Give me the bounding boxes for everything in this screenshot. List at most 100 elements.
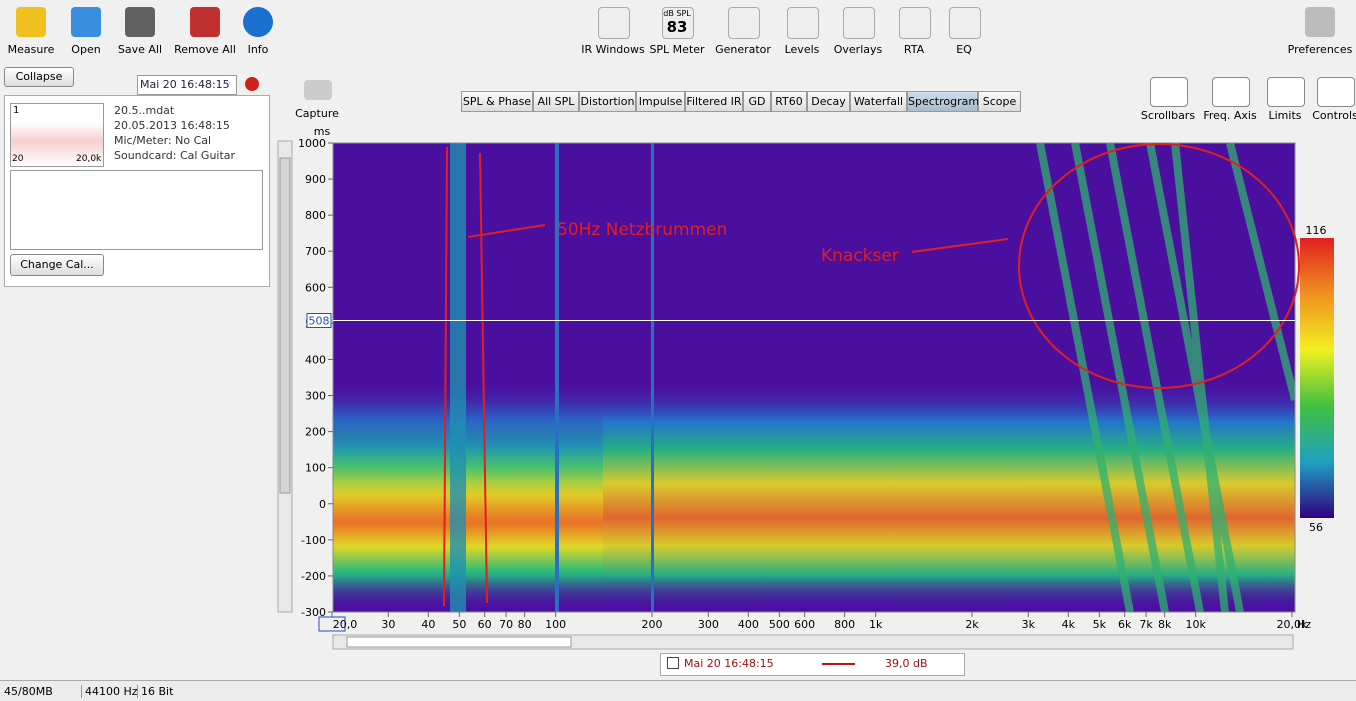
- annotation: Knackser: [821, 246, 899, 266]
- tool-icon[interactable]: [1150, 77, 1188, 107]
- tool-icon[interactable]: [1267, 77, 1305, 107]
- tab[interactable]: Impulse: [636, 91, 685, 112]
- y-tick-label: 700: [305, 245, 326, 258]
- cursor-box: [306, 312, 332, 328]
- x-tick-label: 70: [499, 618, 513, 631]
- change-cal-button[interactable]: Change Cal...: [10, 254, 104, 276]
- legend-value: 39,0 dB: [885, 657, 928, 670]
- capture-icon[interactable]: [304, 80, 332, 100]
- toolbar-button[interactable]: RTA: [903, 43, 925, 56]
- tool-icon[interactable]: [1317, 77, 1355, 107]
- spectrogram: [333, 143, 1295, 612]
- status-field: 44100 Hz: [81, 685, 138, 698]
- tab[interactable]: Scope: [978, 91, 1021, 112]
- toolbar-icon[interactable]: [949, 7, 981, 39]
- y-tick-label: 800: [305, 209, 326, 222]
- spl-value: 83: [666, 18, 688, 36]
- x-unit: Hz: [1297, 618, 1311, 631]
- toolbar-button[interactable]: Overlays: [833, 43, 883, 56]
- y-tick-label: 200: [305, 426, 326, 439]
- colorbar-max: 116: [1306, 224, 1327, 237]
- y-tick-label: -200: [301, 570, 326, 583]
- date-field[interactable]: Mai 20 16:48:15: [137, 75, 237, 95]
- toolbar-icon[interactable]: [899, 7, 931, 39]
- toolbar-button[interactable]: IR Windows: [581, 43, 645, 56]
- toolbar-icon[interactable]: [787, 7, 819, 39]
- toolbar-button[interactable]: Remove All: [174, 43, 236, 56]
- tab[interactable]: SPL & Phase: [461, 91, 533, 112]
- x-tick-label: 400: [738, 618, 759, 631]
- tab[interactable]: All SPL: [533, 91, 579, 112]
- y-tick-label: -100: [301, 534, 326, 547]
- notes-box[interactable]: [10, 170, 263, 250]
- colorbar-min: 56: [1309, 521, 1323, 534]
- y-tick-label: 400: [305, 353, 326, 366]
- x-tick-label: 6k: [1118, 618, 1132, 631]
- tool-button[interactable]: Freq. Axis: [1203, 109, 1257, 122]
- toolbar-button[interactable]: Save All: [117, 43, 163, 56]
- toolbar-button[interactable]: Generator: [715, 43, 771, 56]
- collapse-button[interactable]: Collapse: [4, 67, 74, 87]
- y-tick-label: -300: [301, 606, 326, 619]
- tool-icon[interactable]: [1212, 77, 1250, 107]
- y-tick-label: 1000: [298, 137, 326, 150]
- toolbar-icon[interactable]: [843, 7, 875, 39]
- x-tick-label: 40: [421, 618, 435, 631]
- tab[interactable]: Distortion: [579, 91, 636, 112]
- tab[interactable]: Spectrogram: [907, 91, 979, 112]
- annotation: 50Hz Netzbrummen: [557, 220, 727, 240]
- tab[interactable]: RT60: [771, 91, 807, 112]
- item-line: Mic/Meter: No Cal: [114, 134, 212, 147]
- toolbar-icon[interactable]: [1305, 7, 1335, 37]
- tab[interactable]: Waterfall: [850, 91, 907, 112]
- annotation-arrows: [467, 224, 1009, 253]
- status-field: 45/80MB: [4, 685, 53, 698]
- toolbar-button[interactable]: Open: [71, 43, 101, 56]
- tab[interactable]: Filtered IR: [685, 91, 743, 112]
- tab[interactable]: GD: [743, 91, 771, 112]
- x-tick-label: 10k: [1185, 618, 1206, 631]
- toolbar-icon[interactable]: [243, 7, 273, 37]
- colorbar: [1300, 238, 1334, 518]
- x-tick-label: 30: [381, 618, 395, 631]
- thumbnail: [10, 103, 104, 167]
- toolbar-button[interactable]: Measure: [7, 43, 55, 56]
- thumb-low: 20: [12, 154, 24, 164]
- tool-button[interactable]: Limits: [1268, 109, 1302, 122]
- status-bar: [0, 680, 1356, 701]
- tool-button[interactable]: Scrollbars: [1140, 109, 1196, 122]
- toolbar-button[interactable]: Info: [247, 43, 269, 56]
- toolbar-icon[interactable]: [728, 7, 760, 39]
- capture-button[interactable]: Capture: [295, 107, 339, 120]
- toolbar-button[interactable]: EQ: [956, 43, 972, 56]
- close-button[interactable]: [245, 77, 259, 91]
- item-index: 1: [13, 105, 20, 116]
- toolbar-icon[interactable]: [662, 7, 694, 39]
- tab[interactable]: Decay: [807, 91, 850, 112]
- toolbar-icon[interactable]: [16, 7, 46, 37]
- x-tick-label: 7k: [1139, 618, 1153, 631]
- item-line: Soundcard: Cal Guitar Rig: [114, 149, 236, 162]
- toolbar-button[interactable]: SPL Meter: [649, 43, 705, 56]
- x-tick-label: 300: [698, 618, 719, 631]
- y-unit: ms: [314, 125, 331, 138]
- h-scrollbar[interactable]: [332, 634, 1294, 650]
- x-tick-label: 1k: [869, 618, 883, 631]
- item-line: 20.5..mdat: [114, 104, 175, 117]
- x-tick-label: 200: [642, 618, 663, 631]
- y-tick-label: 600: [305, 281, 326, 294]
- x-tick-label: 50: [452, 618, 466, 631]
- legend-swatch: [822, 663, 855, 665]
- tool-button[interactable]: Controls: [1312, 109, 1356, 122]
- toolbar-icon[interactable]: [598, 7, 630, 39]
- toolbar-icon[interactable]: [71, 7, 101, 37]
- annotation-circle: [1018, 143, 1300, 389]
- x-start-box: [318, 616, 346, 632]
- toolbar-icon[interactable]: [190, 7, 220, 37]
- toolbar-button[interactable]: Levels: [784, 43, 820, 56]
- toolbar-button[interactable]: Preferences: [1287, 43, 1353, 56]
- toolbar-icon[interactable]: [125, 7, 155, 37]
- legend-checkbox[interactable]: [667, 657, 679, 669]
